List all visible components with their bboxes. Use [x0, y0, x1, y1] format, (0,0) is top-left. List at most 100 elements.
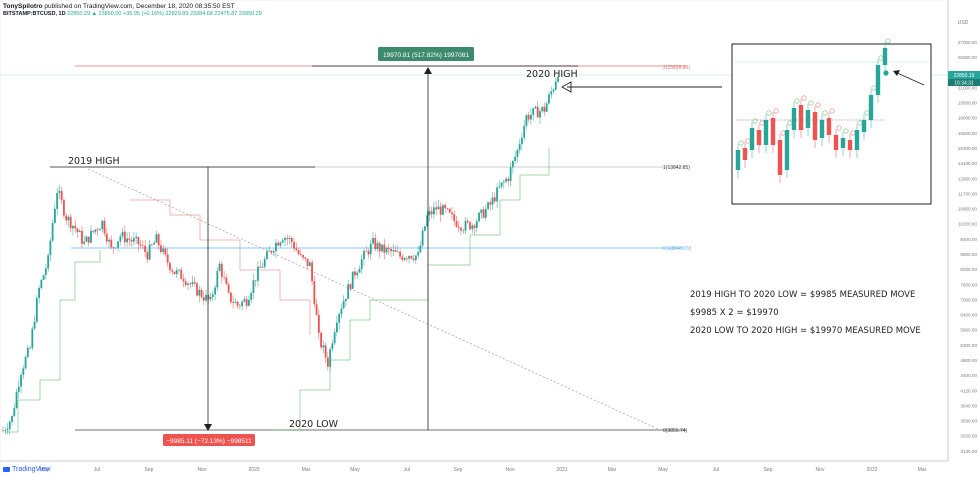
- candle-body: [272, 251, 275, 253]
- candle-body: [378, 243, 381, 252]
- candle-body: [101, 220, 104, 230]
- label-2020-high[interactable]: 2020 HIGH: [526, 69, 578, 80]
- candle-body: [42, 275, 45, 280]
- candle-body: [536, 106, 539, 118]
- inset-body: [784, 130, 790, 170]
- candle-body: [478, 212, 480, 222]
- candle-body: [412, 258, 415, 261]
- candle-body: [63, 200, 65, 216]
- candle-body: [146, 252, 149, 260]
- candle-body: [401, 256, 404, 260]
- candle-body: [496, 187, 498, 202]
- candle-body: [356, 272, 359, 276]
- candle-body: [69, 216, 72, 229]
- candle-body: [216, 270, 219, 288]
- candle-body: [340, 308, 343, 314]
- label-2019-high[interactable]: 2019 HIGH: [68, 156, 120, 167]
- candle-body: [414, 255, 417, 261]
- candle-body: [94, 229, 97, 232]
- measured-move-text-3[interactable]: 2020 LOW TO 2020 HIGH = $19970 MEASURED …: [690, 326, 921, 336]
- trail-step-red: [170, 214, 201, 240]
- candle-body: [44, 268, 47, 276]
- y-tick-label: 16500.00: [958, 131, 978, 136]
- candle-body: [554, 81, 557, 90]
- candle-body: [466, 220, 469, 222]
- candle-body: [250, 292, 253, 300]
- candle-body: [475, 221, 478, 228]
- candle-body: [347, 284, 350, 299]
- candle-body: [275, 242, 277, 252]
- candle-body: [266, 251, 268, 260]
- candle-body: [139, 244, 142, 246]
- candle-body: [47, 255, 50, 269]
- candle-body: [293, 241, 295, 249]
- x-tick-label: Mar: [302, 467, 311, 473]
- inset-marker: [794, 98, 800, 104]
- candle-body: [166, 254, 169, 263]
- candle-body: [489, 202, 492, 205]
- candle-body: [557, 77, 559, 82]
- candle-body: [358, 268, 361, 273]
- candle-body: [336, 322, 338, 333]
- last-price-tag-text: 22850.19: [954, 73, 975, 79]
- candle-body: [38, 287, 40, 298]
- candle-body: [509, 167, 512, 181]
- candle-body: [430, 211, 433, 215]
- candle-body: [552, 89, 555, 92]
- candle-body: [263, 259, 266, 267]
- y-tick-label: 15300.00: [958, 146, 978, 151]
- trail-step-green: [370, 265, 429, 301]
- candle-body: [331, 343, 334, 350]
- y-tick-label: 5800.00: [960, 328, 977, 333]
- symbol-label[interactable]: BITSTAMP:BTCUSD, 1D: [3, 11, 66, 17]
- candle-body: [270, 250, 273, 253]
- y-tick-label: 9400.00: [960, 237, 977, 242]
- candle-body: [200, 289, 203, 298]
- candle-body: [290, 238, 293, 242]
- candle-body: [534, 106, 537, 109]
- trail-step-green: [330, 320, 351, 361]
- candle-body: [90, 230, 92, 243]
- candle-body: [399, 251, 401, 257]
- candle-body: [532, 108, 535, 115]
- candle-body: [487, 202, 489, 209]
- inset-marker: [773, 108, 779, 114]
- inset-marker: [801, 95, 807, 101]
- measure-down-badge[interactable]: [163, 434, 255, 446]
- measured-move-text-1[interactable]: 2019 HIGH TO 2020 LOW = $9985 MEASURED M…: [690, 290, 915, 300]
- publisher-name[interactable]: TonySpilotro: [3, 3, 43, 10]
- inset-body: [819, 120, 825, 138]
- inset-frame: [731, 43, 932, 205]
- inset-marker: [808, 100, 814, 106]
- candle-body: [408, 255, 410, 259]
- candle-body: [428, 211, 431, 216]
- candle-body: [182, 278, 185, 282]
- inset-chart[interactable]: [731, 38, 932, 205]
- candle-body: [180, 269, 183, 279]
- trail-step-green: [470, 200, 501, 236]
- descending-trendline[interactable]: [87, 168, 661, 431]
- candle-body: [248, 299, 250, 306]
- y-tick-label: 11700.00: [958, 191, 977, 196]
- candle-body: [87, 236, 90, 243]
- x-tick-label: Jul: [404, 467, 410, 473]
- candle-body: [148, 244, 151, 260]
- candle-body: [543, 106, 546, 112]
- candle-body: [530, 114, 532, 120]
- candle-body: [423, 226, 426, 231]
- candle-body: [539, 111, 541, 118]
- candle-body: [241, 301, 244, 307]
- measure-up-badge[interactable]: [378, 47, 474, 61]
- tradingview-logo[interactable]: TradingView: [3, 466, 51, 473]
- label-2020-low[interactable]: 2020 LOW: [289, 419, 339, 430]
- candle-body: [85, 236, 88, 242]
- candle-body: [320, 332, 323, 348]
- candle-body: [128, 238, 131, 241]
- candle-body: [13, 408, 16, 416]
- x-tick-label: Jul: [94, 467, 100, 473]
- measured-move-text-2[interactable]: $9985 X 2 = $19970: [690, 308, 779, 318]
- x-tick-label: Mar: [918, 467, 927, 473]
- candle-body: [259, 266, 262, 268]
